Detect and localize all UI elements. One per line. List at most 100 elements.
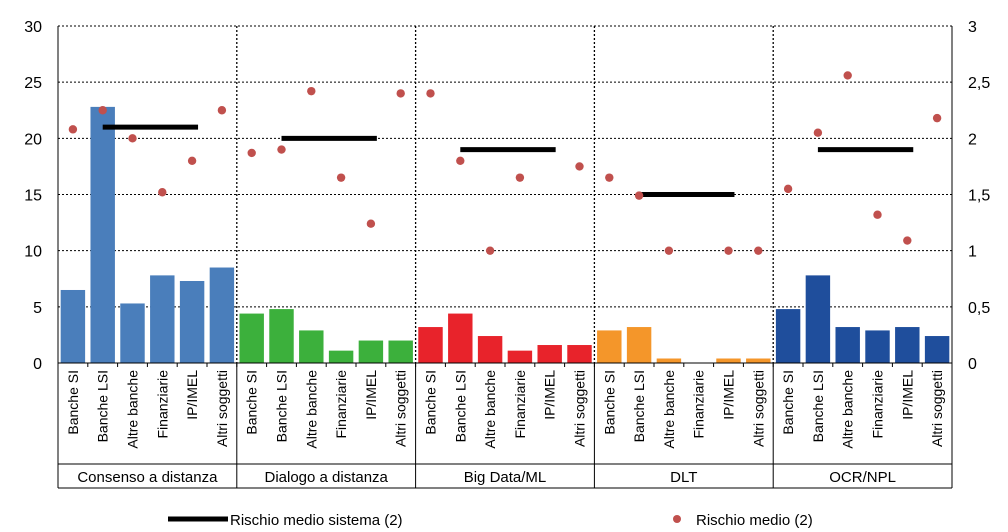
bar (716, 358, 741, 363)
risk-dot (396, 89, 405, 98)
risk-dot (754, 246, 763, 255)
left-tick-label: 20 (24, 131, 42, 148)
bar (865, 330, 890, 363)
category-label: Banche LSI (452, 370, 468, 442)
legend-line-label: Rischio medio sistema (2) (230, 512, 403, 529)
left-tick-label: 10 (24, 244, 42, 261)
system-risk-lines (102, 124, 914, 197)
category-label: Banche SI (244, 370, 260, 435)
left-tick-label: 30 (24, 19, 42, 36)
risk-dot (187, 156, 197, 165)
category-label: Altri soggetti (214, 370, 230, 447)
bar (90, 106, 115, 363)
bar (358, 340, 384, 363)
risk-dot (307, 86, 316, 96)
bar (448, 313, 473, 363)
bars (60, 106, 950, 363)
bar (150, 275, 175, 363)
category-label: Banche LSI (631, 370, 647, 442)
risk-dot (903, 236, 912, 245)
bar (597, 330, 622, 363)
bar (209, 267, 235, 363)
category-label: Altri soggetti (750, 370, 766, 447)
bar (120, 303, 145, 363)
category-label: Altre banche (303, 370, 319, 449)
bar (239, 313, 264, 363)
risk-dot (277, 145, 286, 154)
category-label: Altre banche (840, 370, 856, 449)
category-label: Altri soggetti (929, 370, 945, 447)
bar (775, 309, 801, 363)
category-label: Altri soggetti (572, 370, 588, 447)
risk-dot (575, 162, 584, 171)
left-tick-label: 15 (24, 188, 42, 205)
bar (567, 345, 592, 363)
risk-dot (68, 125, 78, 134)
category-label: Finanziarie (333, 370, 349, 439)
risk-dot (932, 113, 942, 123)
category-label: Banche LSI (810, 370, 826, 442)
category-label: Banche SI (780, 370, 796, 435)
bar (328, 350, 354, 363)
bar (746, 358, 771, 363)
risk-dot (873, 210, 882, 219)
bar (388, 340, 413, 363)
risk-dot (515, 173, 525, 182)
category-label: Banche LSI (95, 370, 111, 442)
category-label: Altre banche (482, 370, 498, 449)
risk-dot (605, 173, 614, 182)
risk-dot (366, 219, 376, 228)
right-tick-label: 0,5 (968, 300, 990, 317)
category-label: Altre banche (125, 370, 141, 449)
left-tick-label: 0 (33, 356, 42, 373)
category-label: IP/IMEL (184, 370, 200, 420)
risk-dot (217, 106, 227, 115)
category-label: IP/IMEL (363, 370, 379, 420)
risk-dot (664, 246, 674, 255)
right-tick-label: 1,5 (968, 188, 990, 205)
bar (269, 309, 294, 363)
risk-dot (634, 191, 644, 200)
bar (895, 327, 920, 363)
risk-dot (485, 246, 495, 255)
category-label: Finanziarie (512, 370, 528, 439)
risk-dot (813, 128, 823, 137)
group-label: DLT (670, 469, 697, 486)
risk-dot (843, 71, 852, 80)
category-label: IP/IMEL (542, 370, 558, 420)
category-label: Altre banche (661, 370, 677, 449)
bar (299, 330, 324, 363)
bar (60, 289, 86, 363)
bar (179, 280, 205, 363)
bar (805, 275, 831, 363)
category-label: Banche SI (65, 370, 81, 435)
risk-dot (336, 173, 346, 182)
axes: 0 5 10 15 20 25 30 0 0,5 1 1,5 2 2,5 3 (24, 19, 990, 489)
right-tick-label: 2,5 (968, 75, 990, 92)
bar (656, 358, 682, 363)
left-tick-label: 25 (24, 75, 42, 92)
category-label: Banche SI (601, 370, 617, 435)
category-labels: Banche SI Banche LSI Altre banche Finanziar… (65, 370, 945, 486)
right-tick-label: 2 (968, 131, 977, 148)
legend-dot-label: Rischio medio (2) (696, 512, 813, 529)
bar (626, 327, 652, 363)
risk-dot (724, 246, 733, 255)
bar (418, 327, 443, 363)
bar (835, 327, 860, 363)
category-label: Banche SI (423, 370, 439, 435)
risk-dot (158, 188, 167, 197)
bar (507, 350, 533, 363)
legend: Rischio medio sistema (2) Rischio medio … (168, 512, 813, 529)
bar (924, 336, 950, 363)
category-label: Altri soggetti (393, 370, 409, 447)
risk-dot (426, 89, 435, 98)
right-tick-label: 3 (968, 19, 977, 36)
group-label: Big Data/ML (464, 469, 547, 486)
category-label: IP/IMEL (899, 370, 915, 420)
risk-dot (783, 184, 793, 194)
risk-dot (128, 134, 137, 143)
risk-dots (68, 71, 942, 255)
group-label: Dialogo a distanza (264, 469, 388, 486)
